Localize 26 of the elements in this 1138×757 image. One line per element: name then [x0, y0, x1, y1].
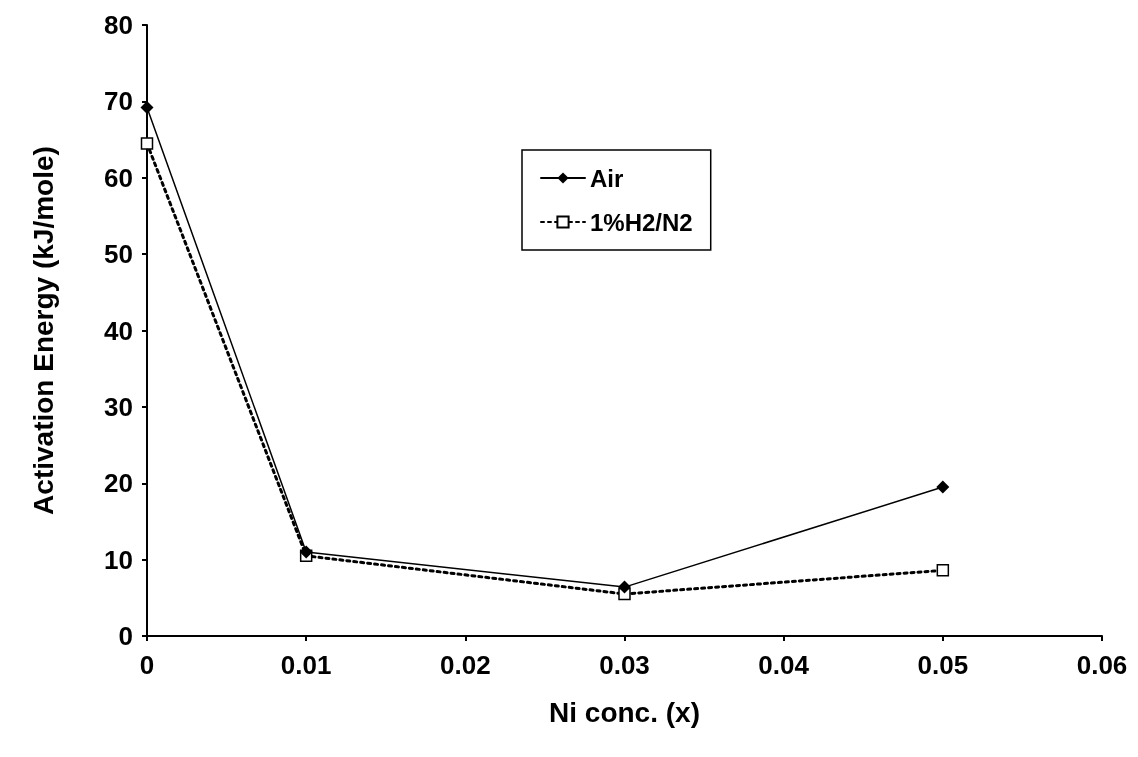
x-tick-label: 0.05 [917, 650, 969, 680]
y-axis-title: Activation Energy (kJ/mole) [27, 146, 59, 515]
y-tick-label: 10 [104, 544, 133, 575]
y-tick-label: 20 [104, 468, 133, 499]
point [936, 480, 950, 494]
x-tick-label: 0.04 [758, 650, 810, 680]
point [140, 100, 154, 114]
y-tick-label: 70 [104, 86, 133, 117]
x-tick-label: 0.02 [440, 650, 491, 680]
x-axis-title: Ni conc. (x) [549, 696, 700, 728]
y-tick-label: 60 [104, 162, 133, 193]
x-tick-label: 0 [139, 650, 155, 680]
x-tick-label: 0.01 [280, 650, 332, 680]
point [618, 580, 631, 594]
point [936, 564, 950, 577]
y-tick-label: 0 [118, 621, 133, 651]
y-tick-label: 50 [104, 239, 133, 270]
legend-label: Air [590, 164, 624, 192]
x-tick-label: 0.03 [599, 650, 650, 680]
y-tick-label: 40 [104, 315, 133, 346]
legend-label: 1%H2/N2 [590, 208, 693, 236]
y-tick-label: 30 [104, 391, 133, 422]
point [299, 545, 313, 559]
x-tick-label: 0.06 [1076, 650, 1128, 680]
point [140, 137, 154, 150]
y-tick-label: 80 [104, 10, 133, 40]
